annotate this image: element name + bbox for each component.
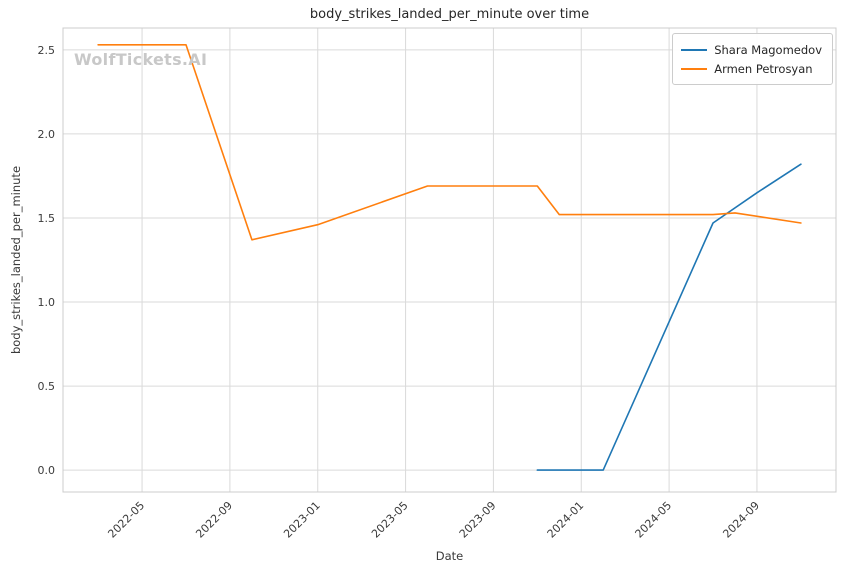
x-axis-label: Date (435, 549, 464, 563)
x-tick-label: 2023-01 (281, 499, 323, 541)
y-tick-label: 1.5 (38, 212, 56, 225)
y-axis-label: body_strikes_landed_per_minute (9, 165, 23, 355)
legend-label: Armen Petrosyan (714, 61, 813, 76)
y-tick-label: 0.0 (38, 464, 56, 477)
x-tick-label: 2024-09 (720, 499, 762, 541)
legend-line-swatch-blue (681, 48, 708, 51)
x-tick-label: 2024-01 (545, 499, 587, 541)
chart-title: body_strikes_landed_per_minute over time (309, 7, 590, 22)
y-tick-label: 2.0 (38, 128, 56, 141)
legend-item-shara-magomedov: Shara Magomedov (681, 40, 822, 59)
x-tick-label: 2023-05 (369, 499, 411, 541)
y-tick-label: 0.5 (38, 380, 56, 393)
plot-border (62, 27, 837, 493)
x-tick-label: 2022-05 (105, 499, 147, 541)
y-tick-label: 1.0 (38, 296, 56, 309)
y-tick-label: 2.5 (38, 44, 56, 57)
x-tick-label: 2022-09 (193, 499, 235, 541)
legend-line-swatch-orange (681, 67, 708, 70)
watermark-text: WolfTickets.AI (74, 50, 208, 69)
x-tick-label: 2023-09 (457, 499, 499, 541)
series-line-armen-petrosyan (97, 43, 802, 241)
legend: Shara Magomedov Armen Petrosyan (672, 33, 833, 85)
x-tick-label: 2024-05 (633, 499, 675, 541)
legend-label: Shara Magomedov (714, 42, 822, 57)
series-line-shara-magomedov (536, 163, 802, 471)
legend-item-armen-petrosyan: Armen Petrosyan (681, 59, 822, 78)
